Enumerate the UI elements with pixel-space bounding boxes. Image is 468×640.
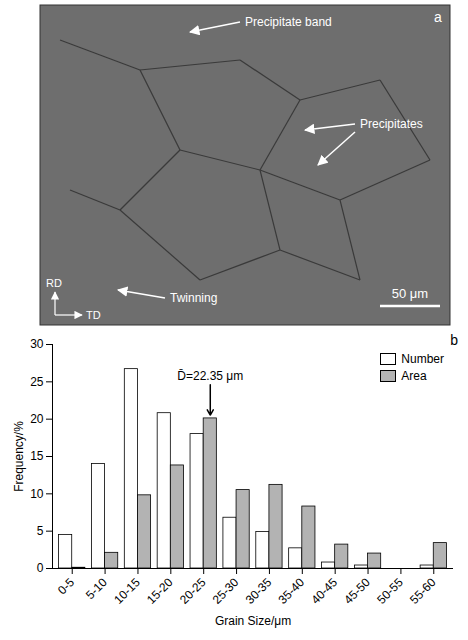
svg-text:30-35: 30-35: [243, 575, 275, 607]
svg-text:5: 5: [37, 524, 44, 538]
svg-text:Precipitates: Precipitates: [360, 117, 423, 131]
html-text:b: b: [450, 332, 458, 348]
svg-text:25-30: 25-30: [210, 575, 242, 607]
html-text:Area: Area: [401, 369, 427, 383]
svg-text:a: a: [434, 9, 442, 25]
svg-text:RD: RD: [46, 277, 62, 289]
svg-text:15-20: 15-20: [144, 575, 176, 607]
svg-text:TD: TD: [86, 309, 101, 321]
svg-text:25: 25: [30, 375, 44, 389]
svg-text:40-45: 40-45: [308, 575, 340, 607]
svg-text:10: 10: [30, 487, 44, 501]
svg-text:Frequency/%: Frequency/%: [12, 421, 26, 492]
svg-text:55-60: 55-60: [407, 575, 439, 607]
svg-text:0: 0: [37, 561, 44, 575]
svg-text:50 μm: 50 μm: [392, 286, 428, 301]
svg-text:20-25: 20-25: [177, 575, 209, 607]
svg-text:Twinning: Twinning: [170, 291, 217, 305]
svg-text:5-10: 5-10: [83, 575, 110, 602]
svg-text:0-5: 0-5: [55, 575, 77, 597]
svg-text:Grain Size/μm: Grain Size/μm: [215, 614, 291, 628]
svg-text:Precipitate band: Precipitate band: [245, 15, 332, 29]
svg-text:15: 15: [30, 449, 44, 463]
svg-text:30: 30: [30, 337, 44, 351]
svg-text:10-15: 10-15: [111, 575, 143, 607]
svg-text:45-50: 45-50: [341, 575, 373, 607]
svg-text:50-55: 50-55: [374, 575, 406, 607]
svg-text:20: 20: [30, 412, 44, 426]
html-text:Number: Number: [401, 352, 444, 366]
svg-text:D̄=22.35 μm: D̄=22.35 μm: [177, 369, 243, 383]
svg-text:35-40: 35-40: [276, 575, 308, 607]
